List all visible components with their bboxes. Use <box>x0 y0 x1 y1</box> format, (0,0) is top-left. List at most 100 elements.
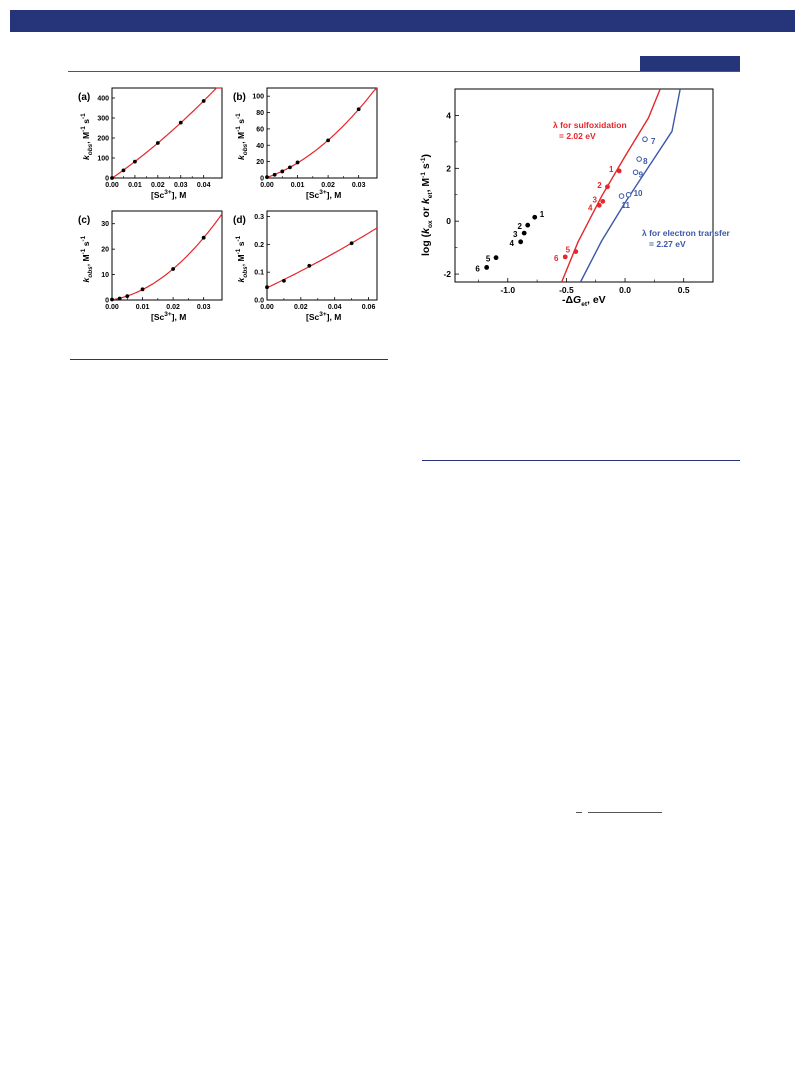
data-point <box>140 287 145 292</box>
x-axis-label: [Sc3+], M <box>151 311 186 322</box>
y-tick-label: 0 <box>105 176 109 183</box>
x-axis-label: [Sc3+], M <box>306 311 341 322</box>
main-plot-frame <box>454 88 714 283</box>
x-tick-label: 0.00 <box>105 182 119 189</box>
point-label: 6 <box>475 264 480 273</box>
y-tick-label: -2 <box>443 269 451 279</box>
y-tick-label: 100 <box>97 156 109 163</box>
data-point <box>288 165 292 170</box>
y-tick-label: 10 <box>101 272 109 279</box>
y-tick-label: 20 <box>101 247 109 254</box>
filled-data-point <box>596 202 602 208</box>
x-tick-label: -0.5 <box>559 285 574 295</box>
plot-frame-3 <box>266 210 378 301</box>
data-point <box>282 278 286 283</box>
x-tick-label: 0.04 <box>328 304 342 311</box>
annotation-red-1: λ for sulfoxidation <box>553 120 627 130</box>
y-axis-label: kobs, M-1 s-1 <box>235 113 249 160</box>
data-point <box>349 241 354 246</box>
x-tick-label: 0.01 <box>291 182 305 189</box>
point-label: 5 <box>566 246 571 255</box>
filled-data-point <box>573 249 579 254</box>
main-y-axis-label: log (kox or ket, M-1 s-1) <box>420 154 434 256</box>
x-tick-label: 0.00 <box>105 304 119 311</box>
y-tick-label: 40 <box>256 143 264 150</box>
point-label: 2 <box>517 222 522 231</box>
y-tick-label: 0 <box>260 176 264 183</box>
y-tick-label: 400 <box>97 96 109 103</box>
panel-label: (d) <box>233 215 246 226</box>
annotation-red-2: = 2.02 eV <box>559 131 596 141</box>
header-tab <box>640 56 740 71</box>
point-label: 4 <box>509 239 514 248</box>
plot-frame-2 <box>111 210 223 301</box>
point-label: 6 <box>554 254 559 263</box>
data-point <box>110 176 114 180</box>
y-axis-label: kobs, M-1 s-1 <box>80 113 94 160</box>
y-tick-label: 2 <box>446 163 451 173</box>
filled-data-point <box>518 239 524 245</box>
x-tick-label: 0.02 <box>321 182 335 189</box>
data-point <box>272 172 277 177</box>
minus-rule <box>576 812 582 813</box>
point-label: 4 <box>588 203 593 212</box>
data-point <box>110 297 114 302</box>
point-label: 5 <box>486 255 491 264</box>
y-tick-label: 200 <box>97 136 109 143</box>
y-tick-label: 0.1 <box>254 270 264 277</box>
data-point <box>307 263 312 268</box>
y-tick-label: 60 <box>256 126 264 133</box>
filled-data-point <box>493 255 499 261</box>
x-tick-label: 0.02 <box>294 304 308 311</box>
y-tick-label: 100 <box>252 94 264 101</box>
x-tick-label: 0.0 <box>619 285 631 295</box>
filled-data-point <box>600 198 606 204</box>
fit-curve <box>111 213 223 301</box>
y-tick-label: 0 <box>446 216 451 226</box>
filled-data-point <box>484 265 490 270</box>
y-tick-label: 300 <box>97 116 109 123</box>
data-point <box>121 168 126 173</box>
filled-data-point <box>525 222 531 228</box>
section-rule-left <box>70 359 388 360</box>
section-rule-right <box>422 460 740 461</box>
y-tick-label: 30 <box>101 221 109 228</box>
point-label: 11 <box>622 201 631 210</box>
point-label: 3 <box>593 195 598 204</box>
filled-data-point <box>532 214 538 220</box>
y-tick-label: 80 <box>256 110 264 117</box>
fit-curve <box>266 227 378 289</box>
point-label: 2 <box>597 181 602 190</box>
point-label: 10 <box>634 189 643 198</box>
x-tick-label: 0.01 <box>128 182 142 189</box>
open-data-point <box>618 193 625 199</box>
data-point <box>117 296 122 301</box>
x-tick-label: 0.04 <box>197 182 211 189</box>
x-tick-label: 0.01 <box>136 304 150 311</box>
point-label: 8 <box>643 157 648 166</box>
y-tick-label: 0.0 <box>254 298 264 305</box>
data-point <box>125 294 130 299</box>
data-point <box>171 267 176 271</box>
annotation-blue-2: = 2.27 eV <box>649 239 686 249</box>
data-point <box>265 285 269 290</box>
point-label: 1 <box>609 165 614 174</box>
top-band <box>10 10 795 32</box>
x-tick-label: 0.03 <box>174 182 188 189</box>
x-tick-label: 0.06 <box>362 304 376 311</box>
fit-curve <box>111 87 222 179</box>
x-tick-label: 0.5 <box>678 285 690 295</box>
x-tick-label: -1.0 <box>500 285 515 295</box>
marcus-curve <box>561 88 661 283</box>
open-data-point <box>625 191 632 198</box>
y-tick-label: 0.3 <box>254 214 264 221</box>
point-label: 1 <box>540 210 545 219</box>
x-tick-label: 0.03 <box>352 182 366 189</box>
plot-frame-1 <box>266 87 378 179</box>
data-point <box>178 120 183 125</box>
point-label: 7 <box>651 137 656 146</box>
x-tick-label: 0.00 <box>260 182 274 189</box>
data-point <box>295 160 300 165</box>
fit-curve <box>266 87 378 178</box>
